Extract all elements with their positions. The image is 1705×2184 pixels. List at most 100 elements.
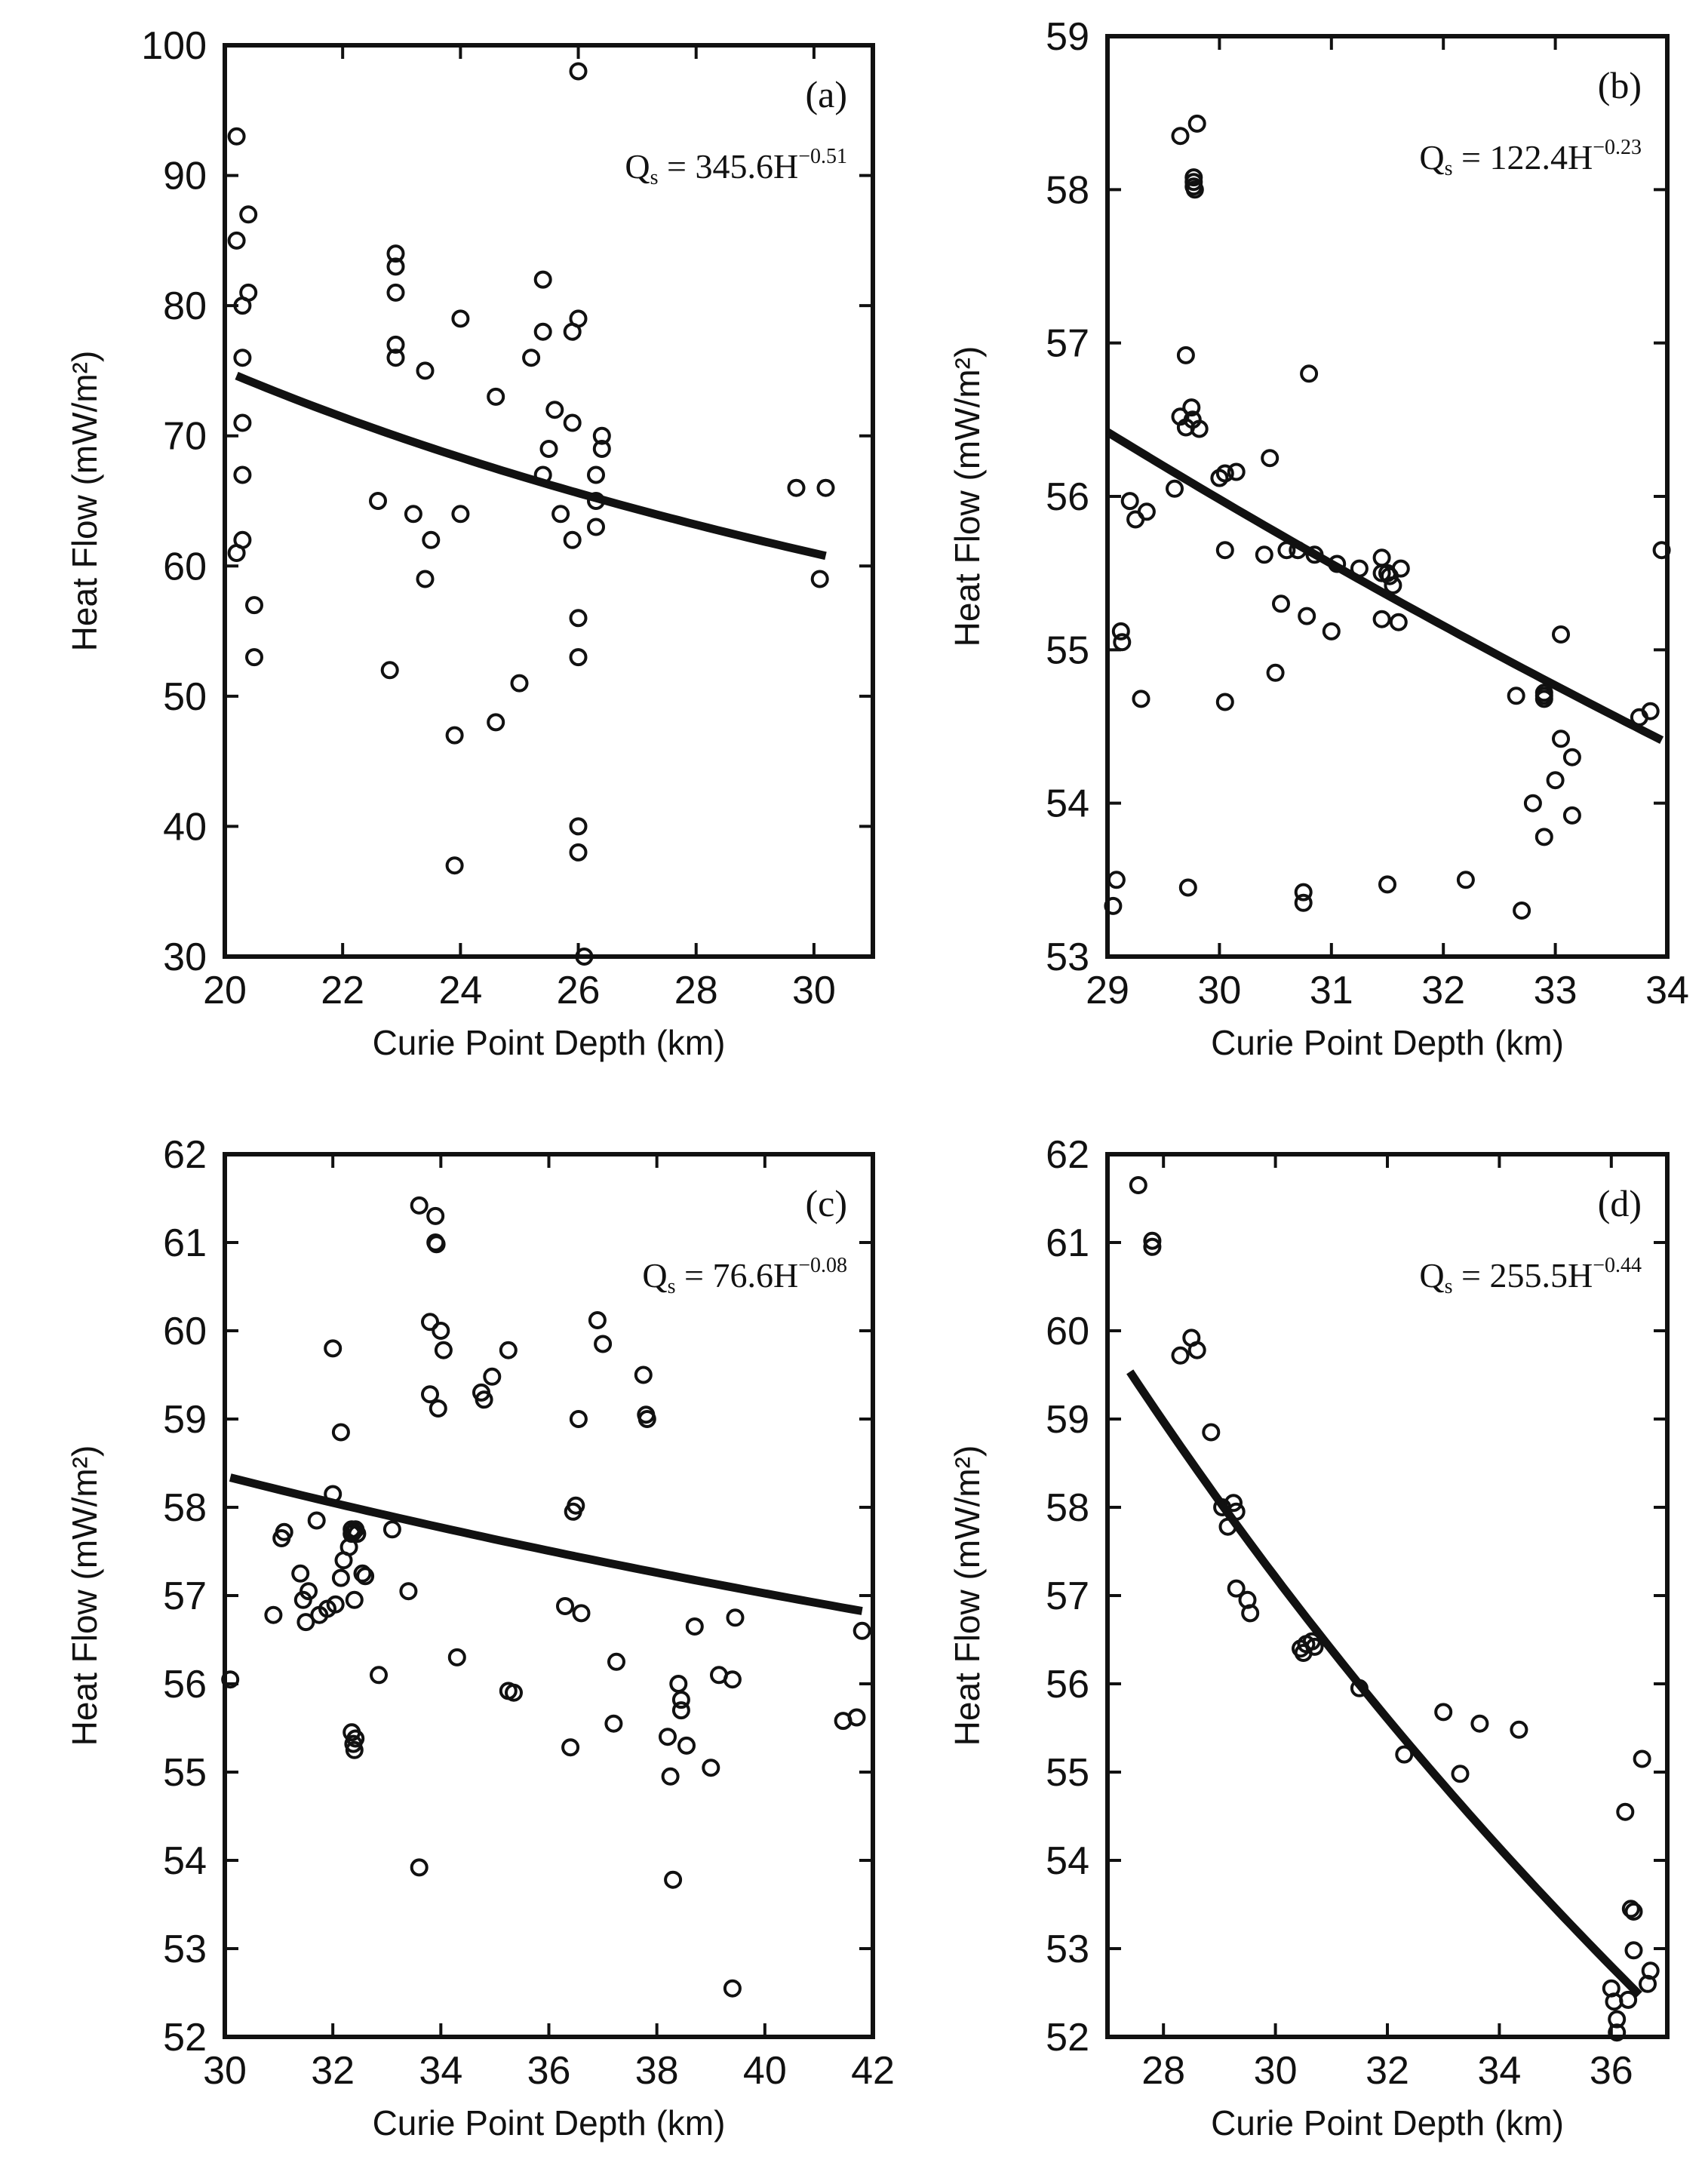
eq-body: = 345.6H [659, 147, 799, 186]
y-tick-label: 60 [1046, 1310, 1089, 1353]
data-point [227, 231, 246, 250]
data-point [1300, 364, 1319, 383]
x-axis-label: Curie Point Depth (km) [1211, 1023, 1564, 1062]
data-point [1552, 730, 1570, 748]
data-point [1298, 607, 1316, 625]
data-point [810, 570, 829, 588]
y-tick-label: 55 [163, 1751, 207, 1795]
x-tick-label: 29 [1086, 969, 1129, 1012]
x-tick-label: 40 [743, 2049, 787, 2093]
data-point [1289, 541, 1307, 560]
eq-subscript: s [650, 166, 659, 189]
data-point [499, 1341, 518, 1359]
data-point [664, 1870, 683, 1889]
eq-body: = 76.6H [676, 1256, 799, 1295]
data-point [1171, 1346, 1190, 1365]
y-tick-label: 56 [1046, 1663, 1089, 1706]
x-tick-label: 30 [1254, 2049, 1298, 2093]
panel-label: (b) [1598, 64, 1642, 106]
data-point [533, 270, 552, 289]
fit-equation: Qs = 122.4H−0.23 [1419, 136, 1642, 180]
data-point [604, 1714, 623, 1733]
data-point [233, 349, 252, 367]
fit-line [229, 1473, 863, 1615]
data-point [369, 492, 387, 510]
y-tick-label: 59 [163, 1398, 207, 1442]
data-point [1546, 771, 1565, 790]
data-point [324, 1339, 343, 1358]
data-point [634, 1365, 653, 1384]
y-tick-label: 54 [163, 1839, 207, 1883]
x-tick-label: 36 [1590, 2049, 1633, 2093]
eq-var: Q [642, 1256, 667, 1295]
data-point [345, 1740, 364, 1759]
data-point [1621, 1900, 1640, 1918]
data-point [1107, 871, 1126, 889]
data-point [1641, 1961, 1660, 1980]
data-point [1616, 1802, 1635, 1821]
y-tick-label: 60 [163, 545, 207, 588]
data-point [487, 387, 505, 406]
data-point [569, 62, 588, 81]
data-point [533, 322, 552, 341]
x-tick-label: 42 [851, 2049, 895, 2093]
data-point [1294, 883, 1313, 902]
data-point [677, 1736, 696, 1755]
y-tick-label: 61 [1046, 1221, 1089, 1265]
eq-var: Q [1419, 138, 1444, 177]
x-tick-label: 24 [438, 969, 482, 1012]
x-axis-label: Curie Point Depth (km) [373, 1023, 726, 1062]
fit-equation: Qs = 76.6H−0.08 [642, 1254, 847, 1298]
x-tick-label: 30 [1197, 969, 1241, 1012]
y-tick-label: 54 [1046, 1839, 1089, 1883]
data-point [723, 1979, 742, 1998]
data-point [723, 1670, 742, 1689]
x-tick-label: 28 [674, 969, 718, 1012]
data-point [300, 1582, 318, 1601]
data-point [353, 1564, 372, 1583]
x-tick-label: 34 [1645, 969, 1689, 1012]
eq-subscript: s [1445, 1275, 1453, 1298]
data-point [1215, 693, 1234, 711]
x-tick-label: 22 [321, 969, 364, 1012]
data-point [370, 1666, 388, 1685]
x-tick-label: 28 [1141, 2049, 1185, 2093]
data-point [434, 1341, 453, 1359]
panel-label: (c) [806, 1182, 848, 1224]
x-tick-label: 31 [1310, 969, 1353, 1012]
data-point [404, 505, 422, 524]
data-point [422, 530, 441, 549]
data-point [1261, 449, 1280, 468]
data-point [296, 1613, 315, 1632]
data-point [1391, 559, 1410, 578]
data-point [1305, 1637, 1324, 1656]
data-point [1350, 1679, 1369, 1697]
panel-label: (a) [806, 73, 848, 115]
data-point [563, 413, 582, 432]
data-point [239, 205, 258, 224]
data-point [1372, 548, 1391, 567]
data-point [569, 1410, 588, 1428]
data-point [348, 1525, 367, 1544]
data-point [637, 1410, 656, 1428]
data-point [1178, 878, 1197, 897]
data-point [1305, 545, 1324, 564]
data-point [1322, 622, 1341, 640]
y-tick-label: 57 [163, 1574, 207, 1618]
data-point [1111, 622, 1130, 640]
data-point [410, 1196, 429, 1215]
data-point [1372, 564, 1391, 582]
y-tick-label: 58 [163, 1486, 207, 1530]
data-point [1166, 479, 1184, 498]
data-point [539, 440, 558, 458]
fit-line [235, 371, 827, 561]
data-point [1456, 871, 1475, 889]
data-point [1255, 545, 1273, 564]
data-point [426, 1206, 445, 1225]
data-point [1534, 690, 1553, 708]
x-tick-label: 32 [1421, 969, 1465, 1012]
data-point [1129, 1176, 1147, 1194]
y-tick-label: 40 [163, 805, 207, 849]
panel-d: 28 30 32 34 36 52 53 54 55 56 57 58 59 60 61 62 Curie Po… [948, 1133, 1670, 2143]
